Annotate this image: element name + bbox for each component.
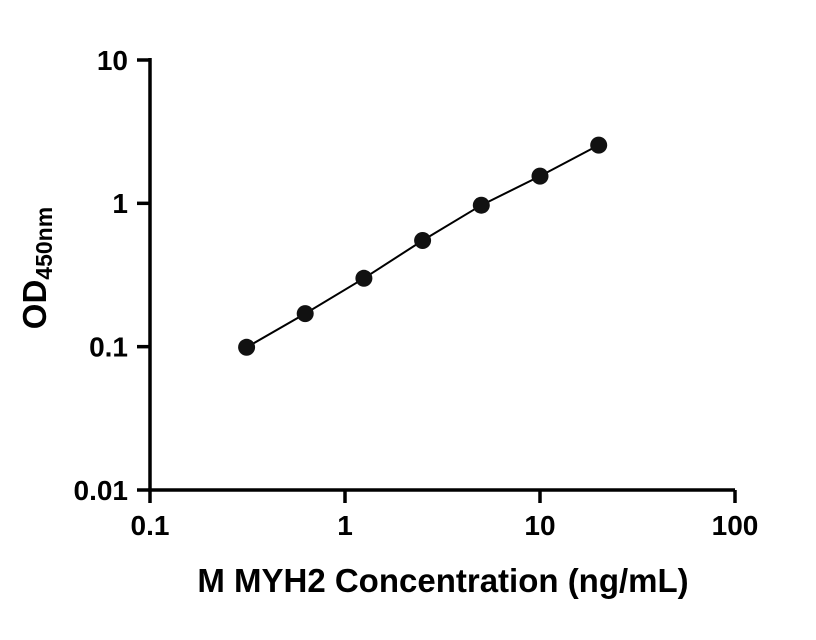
data-point <box>472 196 490 214</box>
data-point <box>414 232 432 249</box>
x-tick-label: 10 <box>524 510 555 541</box>
y-tick-label: 1 <box>112 188 128 219</box>
data-point <box>238 338 256 356</box>
x-tick-label: 1 <box>337 510 353 541</box>
y-tick-label: 0.01 <box>74 475 129 506</box>
x-tick-label: 100 <box>712 510 759 541</box>
y-axis-title: OD450nm <box>16 207 57 329</box>
data-point <box>590 136 608 154</box>
data-point <box>296 305 314 323</box>
x-tick-label: 0.1 <box>131 510 170 541</box>
y-tick-label: 10 <box>97 45 128 76</box>
y-tick-label: 0.1 <box>89 331 128 362</box>
data-point <box>531 167 549 185</box>
data-point <box>355 269 373 287</box>
x-axis-title: M MYH2 Concentration (ng/mL) <box>197 562 688 599</box>
